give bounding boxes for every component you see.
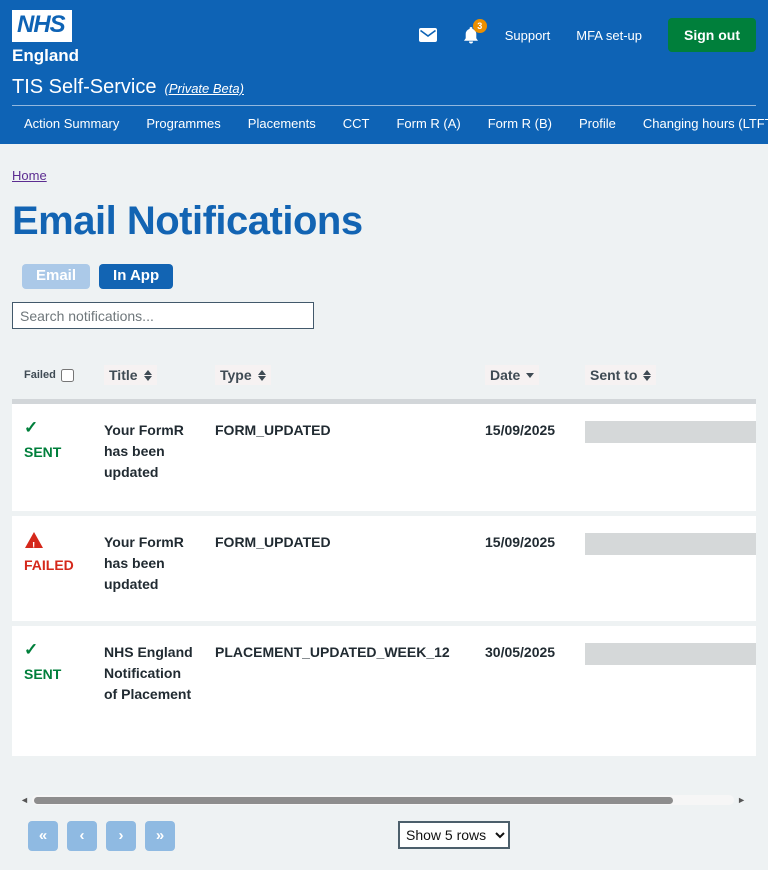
private-beta-link[interactable]: (Private Beta) [164,81,244,96]
notifications-bell-icon[interactable]: 3 [463,18,487,45]
app-title: TIS Self-Service [12,76,157,98]
nav-item-action-summary[interactable]: Action Summary [24,116,120,131]
horizontal-scrollbar: ◄ ► [20,795,746,805]
breadcrumb: Home [12,168,756,183]
next-page-button[interactable]: › [106,821,136,851]
nav-item-form-r-b[interactable]: Form R (B) [487,116,552,131]
table-divider [12,399,756,404]
column-header-failed: Failed [24,368,104,382]
sign-out-button[interactable]: Sign out [668,18,756,52]
sent-check-icon: ✓ [24,418,39,437]
sort-both-icon [257,369,266,381]
sort-by-sent-to[interactable]: Sent to [585,365,657,385]
email-tab-button[interactable]: Email [22,264,91,289]
status-badge: SENT [24,444,62,460]
notification-count-badge: 3 [472,18,487,33]
last-page-button[interactable]: » [145,821,175,851]
sent-to-redacted-value [585,421,756,443]
nav-item-changing-hours[interactable]: Changing hours (LTFT) [642,116,768,131]
notification-date: 30/05/2025 [485,644,556,660]
nhs-england-logo[interactable]: NHS England [12,10,79,66]
first-page-button[interactable]: « [28,821,58,851]
scrollbar-track[interactable] [31,795,735,805]
sort-desc-icon [526,372,535,378]
column-header-type: Type [215,365,485,385]
scroll-left-arrow-icon[interactable]: ◄ [20,795,29,805]
status-badge: FAILED [24,557,74,573]
page-title: Email Notifications [12,199,363,243]
sort-both-icon [643,369,652,381]
sent-to-redacted-value [585,533,756,555]
app-header: NHS England 3 Support MFA set-up Sign ou… [0,0,768,144]
nav-item-profile[interactable]: Profile [579,116,616,131]
rows-per-page-select[interactable]: Show 5 rows [398,821,510,849]
sort-both-icon [143,369,152,381]
table-row[interactable]: ✓ SENT Your FormR has been updated FORM_… [12,404,756,511]
status-badge: SENT [24,666,62,682]
nav-item-cct[interactable]: CCT [342,116,370,131]
sort-by-type[interactable]: Type [215,365,271,385]
logo-org-label: England [12,46,80,65]
scroll-right-arrow-icon[interactable]: ► [737,795,746,805]
breadcrumb-home-link[interactable]: Home [12,168,47,183]
search-input[interactable] [12,302,314,329]
table-row[interactable]: ✓ SENT NHS England Notification of Place… [12,626,756,756]
mfa-setup-link[interactable]: MFA set-up [576,27,642,43]
column-header-title: Title [104,365,215,385]
sent-check-icon: ✓ [24,640,39,659]
pagination: « ‹ › » [28,821,175,851]
messages-envelope-icon[interactable] [418,28,437,42]
table-row[interactable]: FAILED Your FormR has been updated FORM_… [12,516,756,621]
notification-date: 15/09/2025 [485,422,556,438]
failed-filter-checkbox[interactable] [60,368,74,382]
notifications-table: Failed Title Type Date [12,365,756,761]
notification-date: 15/09/2025 [485,534,556,550]
nav-item-placements[interactable]: Placements [247,116,316,131]
notification-title: NHS England Notification of Placement [104,644,193,702]
notification-title: Your FormR has been updated [104,422,184,480]
column-header-sent-to: Sent to [585,365,756,385]
notification-type: FORM_UPDATED [215,534,331,550]
in-app-tab-button[interactable]: In App [99,264,174,289]
sent-to-redacted-value [585,643,756,665]
nav-item-form-r-a[interactable]: Form R (A) [396,116,461,131]
nav-item-programmes[interactable]: Programmes [146,116,221,131]
notification-title: Your FormR has been updated [104,534,184,592]
sort-by-title[interactable]: Title [104,365,157,385]
notification-type: PLACEMENT_UPDATED_WEEK_12 [215,644,450,660]
failed-warning-icon [25,532,43,557]
notification-type: FORM_UPDATED [215,422,331,438]
sort-by-date[interactable]: Date [485,365,540,385]
failed-header-label: Failed [24,369,56,381]
scrollbar-thumb[interactable] [33,796,673,804]
nhs-logo-text: NHS [12,10,72,42]
previous-page-button[interactable]: ‹ [67,821,97,851]
support-link[interactable]: Support [504,27,551,43]
main-nav: Action Summary Programmes Placements CCT… [12,106,768,144]
column-header-date: Date [485,365,585,385]
